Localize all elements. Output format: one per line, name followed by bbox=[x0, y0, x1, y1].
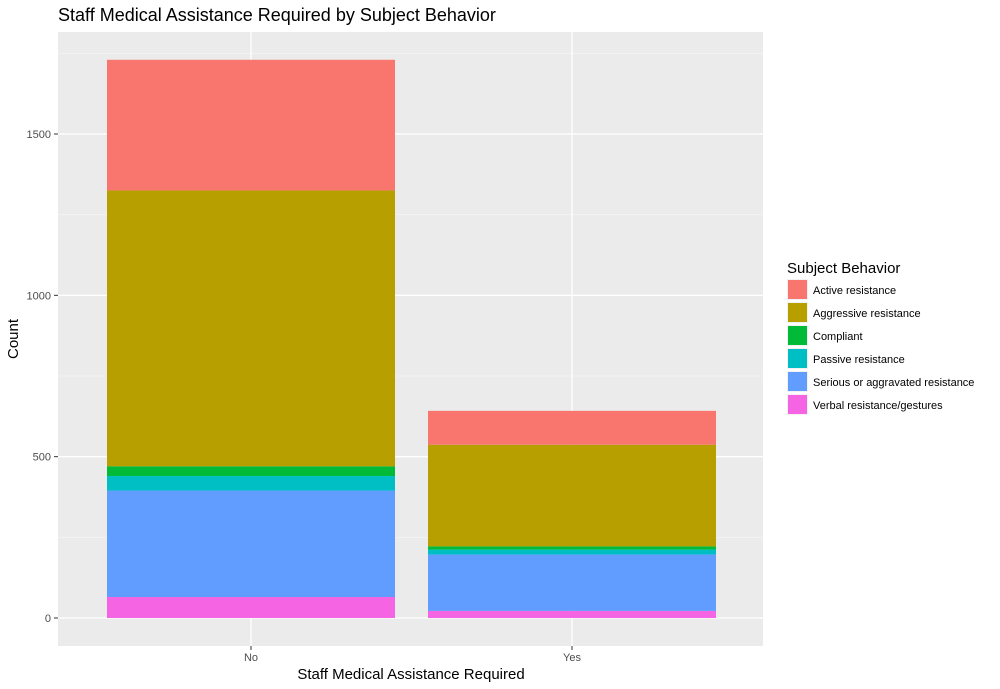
x-axis-title: Staff Medical Assistance Required bbox=[297, 666, 524, 683]
x-tick-label: Yes bbox=[563, 652, 581, 664]
x-tick-label: No bbox=[244, 652, 258, 664]
y-axis-title: Count bbox=[5, 318, 22, 359]
bar-segment bbox=[428, 546, 716, 550]
bar-segment bbox=[428, 554, 716, 611]
legend-label: Active resistance bbox=[813, 285, 896, 297]
legend-label: Aggressive resistance bbox=[813, 308, 921, 320]
bar-segment bbox=[428, 444, 716, 547]
bars bbox=[107, 59, 716, 618]
bar-segment bbox=[107, 466, 395, 477]
legend-swatch bbox=[788, 349, 807, 368]
legend-swatch bbox=[788, 326, 807, 345]
legend-label: Compliant bbox=[813, 331, 863, 343]
bar-segment bbox=[428, 610, 716, 618]
chart-title: Staff Medical Assistance Required by Sub… bbox=[58, 5, 496, 25]
legend-label: Verbal resistance/gestures bbox=[813, 400, 943, 412]
legend-label: Serious or aggravated resistance bbox=[813, 377, 974, 389]
bar-segment bbox=[107, 190, 395, 467]
legend-label: Passive resistance bbox=[813, 354, 905, 366]
bar-segment bbox=[428, 549, 716, 555]
legend-swatch bbox=[788, 303, 807, 322]
y-tick-label: 500 bbox=[33, 452, 51, 464]
legend: Subject Behavior Active resistance Aggres… bbox=[787, 260, 974, 415]
legend-swatch bbox=[788, 372, 807, 391]
legend-title: Subject Behavior bbox=[787, 260, 900, 277]
y-tick-label: 0 bbox=[45, 613, 51, 625]
bar-segment bbox=[107, 597, 395, 618]
y-tick-label: 1000 bbox=[27, 290, 51, 302]
bar-segment bbox=[428, 410, 716, 445]
bar-segment bbox=[107, 59, 395, 191]
legend-swatch bbox=[788, 280, 807, 299]
axis-ticks: 0 500 1000 1500 No Yes bbox=[27, 129, 582, 664]
y-tick-label: 1500 bbox=[27, 129, 51, 141]
bar-segment bbox=[107, 490, 395, 598]
bar-segment bbox=[107, 476, 395, 491]
legend-swatch bbox=[788, 395, 807, 414]
